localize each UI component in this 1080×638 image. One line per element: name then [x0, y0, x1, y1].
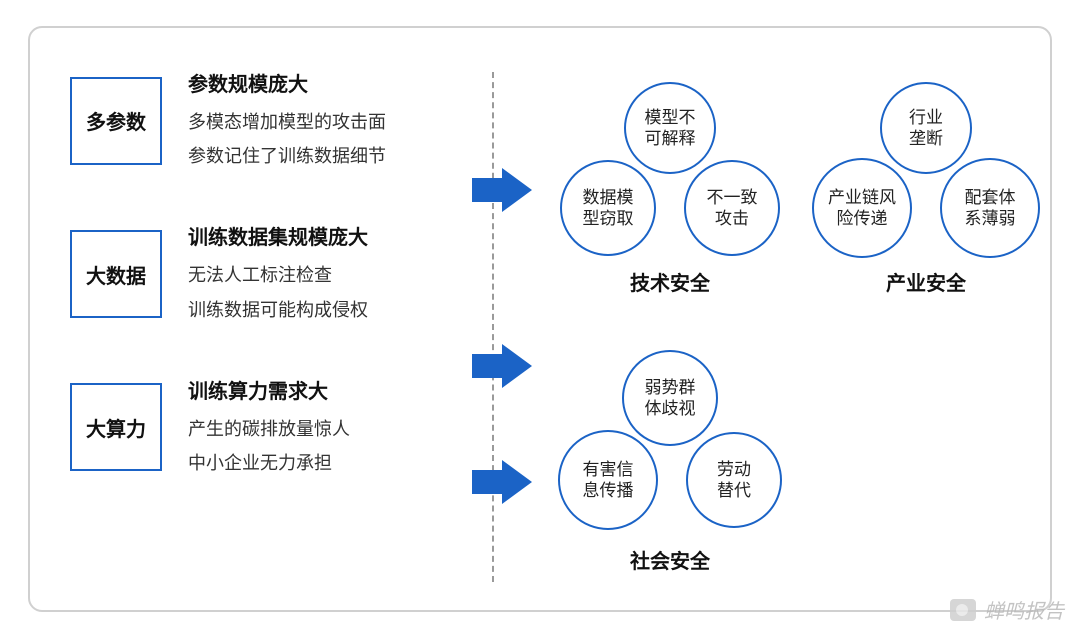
- cluster-tech: 模型不 可解释数据模 型窃取不一致 攻击技术安全: [550, 80, 790, 290]
- line-0: 多模态增加模型的攻击面: [188, 105, 490, 139]
- circle-text: 有害信 息传播: [583, 459, 634, 502]
- circle-text: 产业链风 险传递: [828, 187, 896, 230]
- circle-industry-2: 配套体 系薄弱: [940, 158, 1040, 258]
- line-1: 训练数据可能构成侵权: [188, 293, 490, 327]
- circle-tech-1: 数据模 型窃取: [560, 160, 656, 256]
- cluster-label-tech: 技术安全: [550, 267, 790, 296]
- arrow-1: [472, 344, 532, 388]
- left-row-big-data: 大数据 训练数据集规模庞大 无法人工标注检查 训练数据可能构成侵权: [70, 221, 490, 326]
- label-box-big-data: 大数据: [70, 230, 162, 318]
- circle-text: 模型不 可解释: [645, 107, 696, 150]
- circle-social-2: 劳动 替代: [686, 432, 782, 528]
- line-0: 产生的碳排放量惊人: [188, 412, 490, 446]
- arrow-2: [472, 460, 532, 504]
- left-row-multi-param: 多参数 参数规模庞大 多模态增加模型的攻击面 参数记住了训练数据细节: [70, 68, 490, 173]
- cluster-label-industry: 产业安全: [806, 267, 1046, 296]
- circle-industry-0: 行业 垄断: [880, 82, 972, 174]
- line-1: 参数记住了训练数据细节: [188, 139, 490, 173]
- text-block-compute: 训练算力需求大 产生的碳排放量惊人 中小企业无力承担: [188, 375, 490, 480]
- label-box-multi-param: 多参数: [70, 77, 162, 165]
- diagram-frame: 多参数 参数规模庞大 多模态增加模型的攻击面 参数记住了训练数据细节 大数据 训…: [28, 26, 1052, 612]
- wechat-icon: [950, 599, 976, 621]
- line-1: 中小企业无力承担: [188, 446, 490, 480]
- heading-big-data: 训练数据集规模庞大: [188, 221, 490, 250]
- cluster-industry: 行业 垄断产业链风 险传递配套体 系薄弱产业安全: [806, 80, 1046, 290]
- heading-multi-param: 参数规模庞大: [188, 68, 490, 97]
- circle-tech-2: 不一致 攻击: [684, 160, 780, 256]
- cluster-label-social: 社会安全: [550, 545, 790, 574]
- vertical-divider: [492, 72, 494, 582]
- circle-text: 弱势群 体歧视: [645, 377, 696, 420]
- arrow-0: [472, 168, 532, 212]
- circle-tech-0: 模型不 可解释: [624, 82, 716, 174]
- circle-social-0: 弱势群 体歧视: [622, 350, 718, 446]
- circle-text: 数据模 型窃取: [583, 187, 634, 230]
- label-box-compute: 大算力: [70, 383, 162, 471]
- cluster-social: 弱势群 体歧视有害信 息传播劳动 替代社会安全: [550, 348, 790, 568]
- circle-industry-1: 产业链风 险传递: [812, 158, 912, 258]
- left-row-compute: 大算力 训练算力需求大 产生的碳排放量惊人 中小企业无力承担: [70, 375, 490, 480]
- watermark: 蝉鸣报告: [950, 595, 1064, 624]
- line-0: 无法人工标注检查: [188, 258, 490, 292]
- circle-social-1: 有害信 息传播: [558, 430, 658, 530]
- circle-text: 行业 垄断: [909, 107, 943, 150]
- left-column: 多参数 参数规模庞大 多模态增加模型的攻击面 参数记住了训练数据细节 大数据 训…: [70, 68, 490, 480]
- text-block-multi-param: 参数规模庞大 多模态增加模型的攻击面 参数记住了训练数据细节: [188, 68, 490, 173]
- circle-text: 不一致 攻击: [707, 187, 758, 230]
- text-block-big-data: 训练数据集规模庞大 无法人工标注检查 训练数据可能构成侵权: [188, 221, 490, 326]
- watermark-text: 蝉鸣报告: [984, 595, 1064, 624]
- heading-compute: 训练算力需求大: [188, 375, 490, 404]
- circle-text: 配套体 系薄弱: [965, 187, 1016, 230]
- circle-text: 劳动 替代: [717, 459, 751, 502]
